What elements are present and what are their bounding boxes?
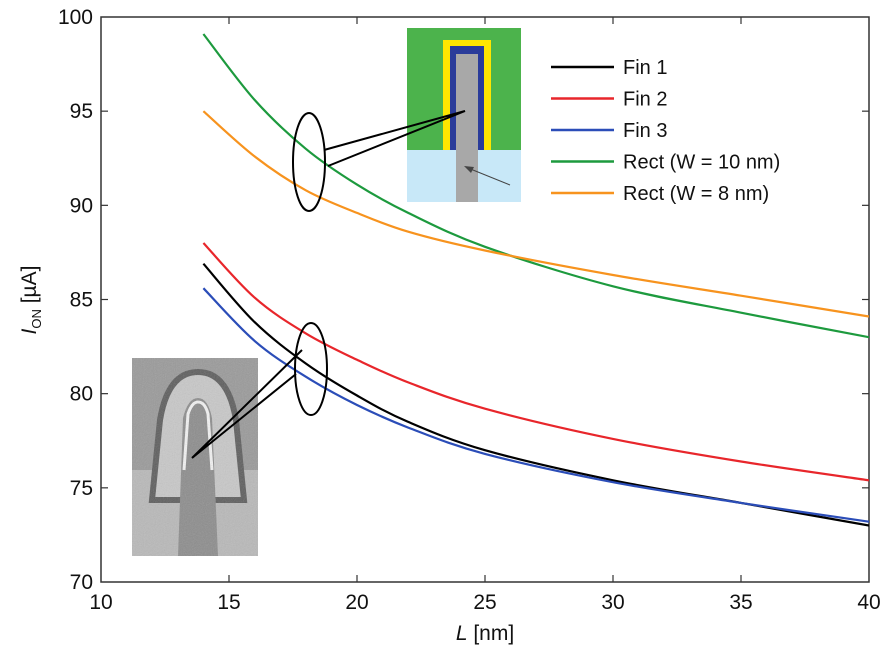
fin-curves-ellipse [294, 322, 328, 416]
y-tick-labels: 70 75 80 85 90 95 100 [58, 6, 93, 594]
x-tick-label: 15 [217, 591, 240, 614]
x-axis-label: L [nm] [456, 622, 514, 645]
y-tick-label: 85 [70, 289, 93, 312]
schematic-fin-body [456, 54, 478, 202]
series-line-fin-3 [202, 287, 869, 523]
x-tick-label: 20 [345, 591, 368, 614]
schematic-arrowhead [464, 166, 474, 173]
tem-micrograph-inset [132, 358, 258, 556]
y-tick-label: 75 [70, 477, 93, 500]
x-tick-label: 30 [601, 591, 624, 614]
y-axis-label: ION [µA] [18, 266, 44, 335]
y-tick-label: 80 [70, 383, 93, 406]
rect-curves-callout [292, 110, 466, 212]
series-line-fin-2 [202, 242, 869, 482]
legend-label-fin-3: Fin 3 [623, 120, 667, 142]
rect-callout-pointer [323, 110, 466, 167]
legend: Fin 1 Fin 2 Fin 3 Rect (W = 10 nm) Rect (W =… [551, 57, 780, 205]
y-tick-label: 90 [70, 194, 93, 217]
y-tick-label: 100 [58, 6, 93, 29]
series-line-rect-w-8-nm [202, 110, 869, 318]
x-tick-label: 35 [729, 591, 752, 614]
x-tick-label: 25 [473, 591, 496, 614]
series-line-rect-w-10-nm [202, 33, 869, 339]
fin-schematic-inset [407, 28, 521, 202]
rect-curves-ellipse [292, 112, 326, 212]
legend-label-rect-w-10-nm: Rect (W = 10 nm) [623, 152, 780, 174]
x-axis-label-unit: [nm] [468, 622, 515, 645]
tem-grain-overlay [132, 358, 258, 556]
series-line-fin-1 [202, 262, 869, 527]
y-axis-label-italic: I [18, 328, 41, 334]
y-axis-label-unit: [µA] [18, 266, 41, 310]
axis-ticks [101, 17, 869, 582]
legend-label-rect-w-8-nm: Rect (W = 8 nm) [623, 183, 769, 205]
series-lines [202, 33, 869, 527]
fin-callout-pointer [191, 349, 303, 459]
fin-curves-callout [191, 322, 328, 459]
legend-label-fin-1: Fin 1 [623, 57, 667, 79]
x-tick-label: 40 [857, 591, 880, 614]
x-tick-labels: 10 15 20 25 30 35 40 [89, 591, 880, 614]
schematic-arrow-line [467, 167, 511, 186]
y-tick-label: 70 [70, 571, 93, 594]
x-axis-label-italic: L [456, 622, 468, 645]
x-tick-label: 10 [89, 591, 112, 614]
y-tick-label: 95 [70, 100, 93, 123]
legend-label-fin-2: Fin 2 [623, 89, 667, 111]
y-axis-label-subscript: ON [29, 309, 44, 329]
